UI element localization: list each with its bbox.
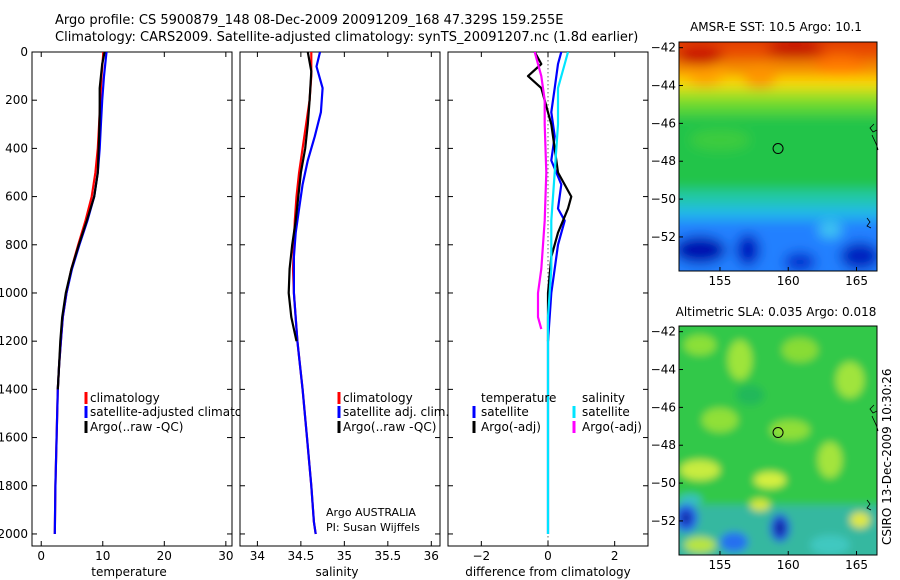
sst-map-panel: AMSR-E SST: 10.5 Argo: 10.1: [651, 20, 879, 288]
map-lon-tick-label: 165: [845, 558, 868, 572]
sst-heatmap: [679, 42, 877, 271]
temperature-x-axis: 0 10 20 30: [32, 51, 233, 563]
depth-tick-label: 400: [5, 141, 28, 155]
salinity-x-tick-label: 34: [250, 549, 265, 563]
sla-map-axes: 155 160 165 −42 −44 −46 −48 −50 −52: [651, 325, 868, 572]
difference-x-tick-label: 2: [611, 549, 619, 563]
legend-group-temperature: temperature: [481, 391, 556, 405]
legend-label-temp-satellite: satellite: [481, 405, 529, 419]
legend-label-sal-argo: Argo(-adj): [582, 420, 642, 434]
depth-tick-label: 1000: [0, 286, 28, 300]
temperature-panel: 0 200 400 600 800 1000 1200 1400 1600 1800 2000 0 1…: [0, 45, 268, 579]
salinity-series: [287, 52, 324, 535]
map-lon-tick-label: 160: [777, 558, 800, 572]
legend-label-climatology: climatology: [343, 391, 413, 405]
map-lat-tick-label: −46: [651, 400, 676, 414]
difference-panel: −2 0 2 difference from climatology tempera…: [447, 51, 649, 579]
sla-map-frame: [678, 325, 878, 556]
salinity-series-2: [292, 52, 324, 535]
map-lat-tick-label: −44: [651, 79, 676, 93]
sst-map-title: AMSR-E SST: 10.5 Argo: 10.1: [690, 20, 862, 34]
float-pi-label: PI: Susan Wijffels: [326, 521, 420, 534]
sla-map-title: Altimetric SLA: 0.035 Argo: 0.018: [676, 305, 877, 319]
temperature-x-tick-label: 10: [95, 549, 110, 563]
legend-label-temp-argo: Argo(-adj): [481, 420, 541, 434]
salinity-x-tick-label: 36: [424, 549, 439, 563]
salinity-legend: climatology satellite adj. clim. Argo(..…: [337, 391, 449, 434]
map-lat-tick-label: −42: [651, 41, 676, 55]
salinity-series-3: [287, 52, 313, 342]
difference-series-3: [546, 52, 570, 534]
salinity-x-tick-label: 34.5: [288, 549, 315, 563]
map-lat-tick-label: −42: [651, 325, 676, 339]
difference-series: [526, 52, 573, 534]
depth-tick-label: 800: [5, 238, 28, 252]
depth-tick-label: 2000: [0, 527, 28, 541]
sla-map-panel: Altimetric SLA: 0.035 Argo: 0.018: [651, 305, 879, 572]
temperature-x-tick-label: 0: [37, 549, 45, 563]
map-lon-tick-label: 160: [777, 274, 800, 288]
float-agency-label: Argo AUSTRALIA: [326, 506, 416, 519]
map-lon-tick-label: 165: [845, 274, 868, 288]
sla-heatmap: [679, 326, 877, 555]
depth-tick-label: 600: [5, 190, 28, 204]
map-lat-tick-label: −46: [651, 116, 676, 130]
map-lon-tick-label: 155: [709, 274, 732, 288]
difference-x-axis: −2 0 2: [448, 51, 648, 563]
figure-title-line2: Climatology: CARS2009. Satellite-adjuste…: [55, 30, 638, 45]
legend-label-climatology: climatology: [90, 391, 160, 405]
depth-tick-label: 0: [20, 45, 28, 59]
map-lat-tick-label: −52: [651, 514, 676, 528]
depth-tick-label: 1800: [0, 479, 28, 493]
depth-tick-label: 1200: [0, 334, 28, 348]
figure-title-line1: Argo profile: CS 5900879_148 08-Dec-2009…: [55, 13, 563, 28]
sst-map-frame: [678, 41, 878, 272]
legend-label-argo: Argo(..raw -QC): [343, 420, 436, 434]
temperature-x-label: temperature: [91, 565, 166, 579]
temperature-y-axis: 0 200 400 600 800 1000 1200 1400 1600 1800 2000: [0, 45, 28, 541]
temperature-x-tick-label: 30: [218, 549, 233, 563]
profile-location-marker: [772, 143, 784, 155]
map-lat-tick-label: −44: [651, 363, 676, 377]
salinity-x-label: salinity: [315, 565, 358, 579]
salinity-panel: 34 34.5 35 35.5 36 salinity climatology sate…: [239, 51, 449, 579]
temperature-plot-frame: [31, 51, 233, 547]
profile-location-marker: [772, 427, 784, 439]
map-lat-tick-label: −52: [651, 230, 676, 244]
coastline-island: [866, 404, 879, 511]
legend-label-sal-satellite: satellite: [582, 405, 630, 419]
sst-map-axes: 155 160 165 −42 −44 −46 −48 −50 −52: [651, 41, 868, 288]
temperature-x-tick-label: 20: [157, 549, 172, 563]
difference-legend: temperature satellite Argo(-adj) salinit…: [472, 391, 642, 434]
map-lat-tick-label: −50: [651, 476, 676, 490]
salinity-x-tick-label: 35: [337, 549, 352, 563]
difference-x-tick-label: −2: [472, 549, 490, 563]
depth-tick-label: 1600: [0, 431, 28, 445]
temperature-legend: climatology satellite-adjusted climatolo…: [84, 391, 268, 434]
map-lat-tick-label: −50: [651, 192, 676, 206]
legend-group-salinity: salinity: [582, 391, 625, 405]
depth-tick-label: 200: [5, 93, 28, 107]
legend-label-satellite: satellite adj. clim.: [343, 405, 449, 419]
map-lat-tick-label: −48: [651, 438, 676, 452]
salinity-x-tick-label: 35.5: [374, 549, 401, 563]
difference-x-tick-label: 0: [544, 549, 552, 563]
coastline-island: [866, 123, 879, 229]
map-lat-tick-label: −48: [651, 154, 676, 168]
depth-tick-label: 1400: [0, 382, 28, 396]
map-lon-tick-label: 155: [709, 558, 732, 572]
temperature-series: [53, 52, 108, 535]
credit-timestamp: CSIRO 13-Dec-2009 10:30:26: [880, 368, 894, 545]
temperature-series-3: [56, 52, 106, 390]
difference-series-4: [533, 52, 548, 330]
salinity-plot-frame: [239, 51, 441, 547]
difference-x-label: difference from climatology: [465, 565, 631, 579]
legend-label-argo: Argo(..raw -QC): [90, 420, 183, 434]
legend-label-satellite: satellite-adjusted climatology: [90, 405, 268, 419]
salinity-x-axis: 34 34.5 35 35.5 36: [240, 51, 440, 563]
